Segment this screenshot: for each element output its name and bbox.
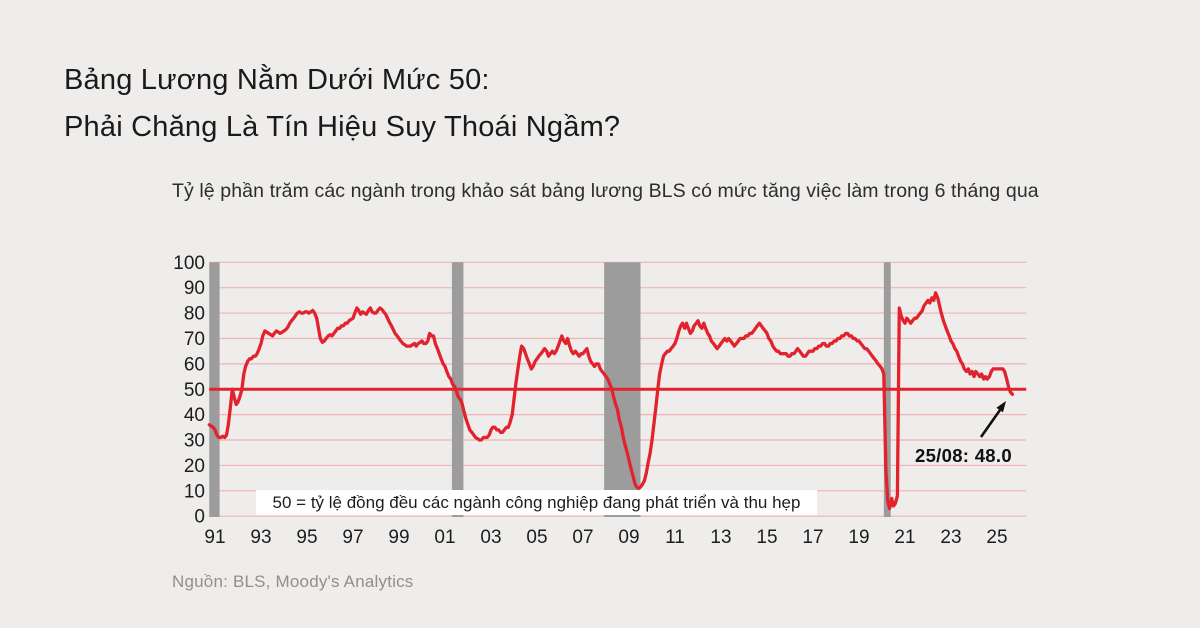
x-tick-label: 03: [480, 527, 501, 548]
x-tick-label: 97: [342, 527, 363, 548]
x-tick-label: 25: [986, 527, 1007, 548]
threshold-label: 50 = tỷ lệ đồng đều các ngành công nghiệ…: [272, 492, 801, 512]
y-tick-label: 70: [184, 329, 205, 350]
x-tick-label: 21: [894, 527, 915, 548]
x-tick-label: 93: [250, 527, 271, 548]
x-tick-label: 19: [848, 527, 869, 548]
y-tick-label: 10: [184, 481, 205, 502]
x-tick-label: 23: [940, 527, 961, 548]
x-tick-label: 91: [204, 527, 225, 548]
annotation-arrow: [979, 409, 1002, 438]
y-tick-label: 100: [173, 253, 205, 274]
x-tick-label: 17: [802, 527, 823, 548]
page-title: Bảng Lương Nằm Dưới Mức 50: Phải Chăng L…: [64, 57, 620, 151]
x-tick-label: 95: [296, 527, 317, 548]
data-line: [207, 291, 1015, 511]
x-tick-label: 01: [434, 527, 455, 548]
x-tick-label: 13: [710, 527, 731, 548]
x-tick-label: 99: [388, 527, 409, 548]
y-tick-label: 0: [194, 507, 205, 528]
y-tick-label: 80: [184, 304, 205, 325]
chart-subtitle: Tỷ lệ phần trăm các ngành trong khảo sát…: [172, 180, 1039, 202]
annotation-arrowhead: [996, 401, 1006, 413]
x-tick-label: 07: [572, 527, 593, 548]
x-tick-label: 15: [756, 527, 777, 548]
page-title-line1: Bảng Lương Nằm Dưới Mức 50:: [64, 64, 490, 96]
page-title-line2: Phải Chăng Là Tín Hiệu Suy Thoái Ngầm?: [64, 111, 621, 143]
y-tick-label: 40: [184, 405, 205, 426]
x-tick-label: 05: [526, 527, 547, 548]
y-tick-label: 20: [184, 456, 205, 477]
x-tick-label: 09: [618, 527, 639, 548]
y-tick-label: 90: [184, 278, 205, 299]
threshold-label-box: 50 = tỷ lệ đồng đều các ngành công nghiệ…: [256, 490, 817, 515]
y-tick-label: 60: [184, 354, 205, 375]
y-tick-label: 30: [184, 431, 205, 452]
source-text: Nguồn: BLS, Moody's Analytics: [172, 572, 414, 591]
y-tick-label: 50: [184, 380, 205, 401]
annotation-label: 25/08: 48.0: [915, 445, 1012, 466]
x-tick-label: 11: [665, 527, 685, 548]
